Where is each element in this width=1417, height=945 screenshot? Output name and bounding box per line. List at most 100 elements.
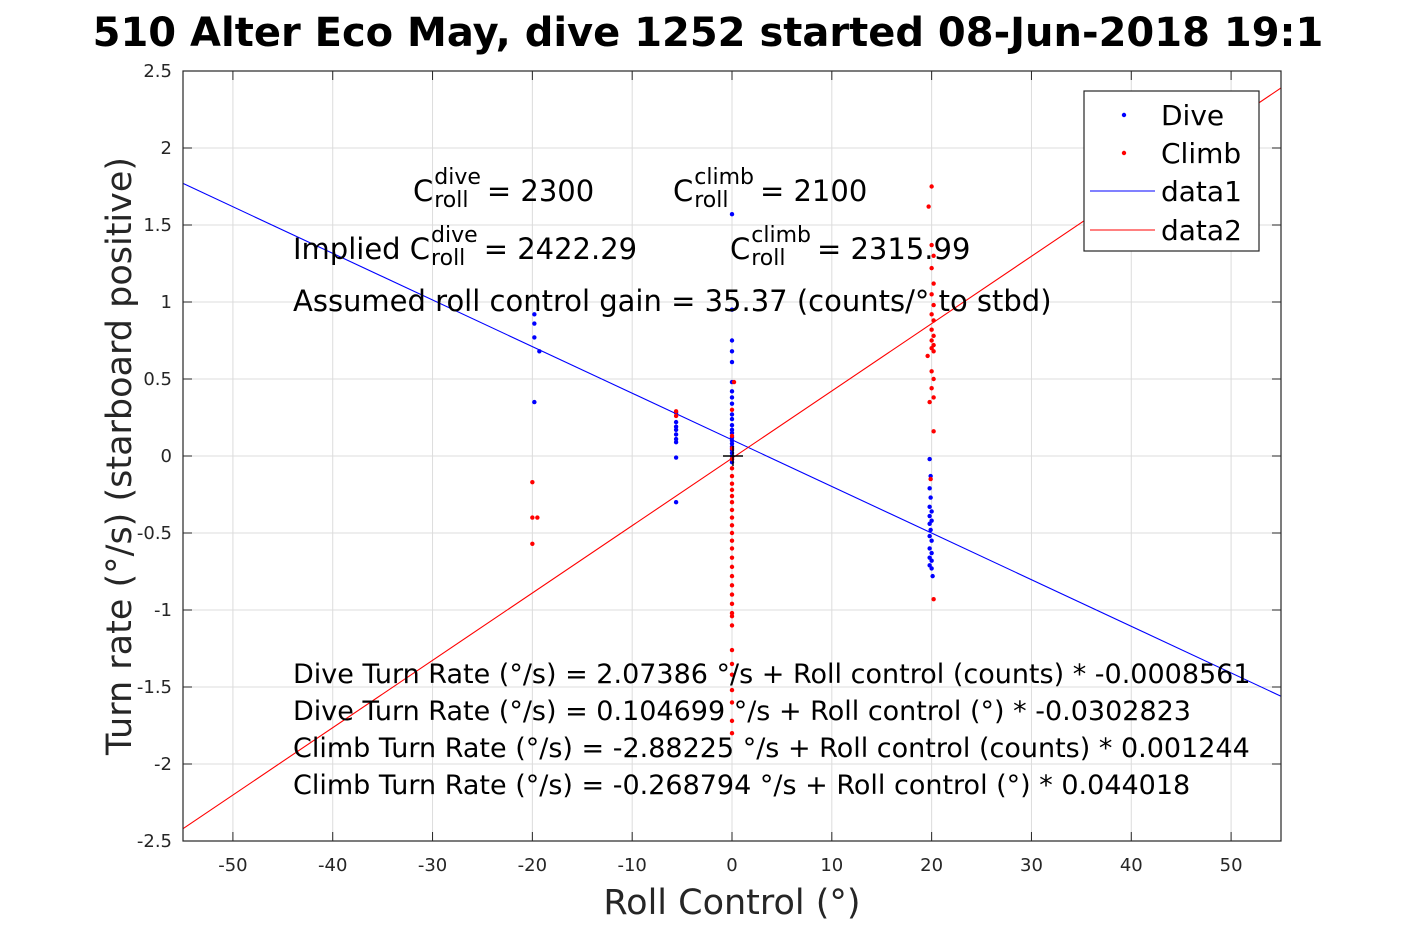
x-tick-label: -10 — [617, 855, 646, 876]
climb-point — [729, 546, 735, 551]
data-points — [530, 184, 936, 736]
c-roll-climb-sub: roll — [694, 188, 729, 214]
y-tick-label: 0.5 — [143, 369, 172, 390]
climb-point — [731, 379, 737, 385]
climb-degrees-equation: Climb Turn Rate (°/s) = -0.268794 °/s + … — [293, 770, 1191, 801]
climb-counts-equation: Climb Turn Rate (°/s) = -2.88225 °/s + R… — [293, 733, 1250, 764]
climb-point — [931, 376, 936, 382]
dive-point — [927, 521, 932, 526]
y-tick-label: 1.5 — [143, 215, 172, 236]
chart-title: 510 Alter Eco May, dive 1252 started 08-… — [93, 10, 1324, 56]
climb-point — [925, 353, 930, 359]
climb-point — [929, 386, 934, 391]
climb-point — [729, 433, 735, 439]
legend-dive-marker — [1121, 112, 1127, 118]
dive-point — [729, 430, 735, 436]
dive-point — [729, 359, 735, 365]
dive-point — [673, 500, 679, 505]
y-axis-label: Turn rate (°/s) (starboard positive) — [100, 157, 140, 756]
climb-point — [729, 700, 735, 705]
climb-point — [729, 583, 735, 588]
climb-point — [729, 573, 735, 579]
dive-point — [729, 423, 735, 428]
climb-point — [929, 292, 934, 297]
dive-point — [729, 395, 735, 400]
origin-marker — [723, 446, 743, 466]
c-roll-dive-value: = 2300 — [486, 174, 595, 209]
climb-point — [729, 473, 735, 479]
legend-data1-label: data1 — [1161, 175, 1242, 208]
dive-point — [729, 349, 735, 354]
y-tick-label: 2 — [161, 138, 172, 159]
dive-point — [930, 573, 935, 579]
implied-climb-sup: climb — [751, 223, 811, 248]
dive-point — [928, 495, 933, 500]
climb-point — [729, 466, 735, 471]
legend-climb-label: Climb — [1161, 137, 1241, 170]
dive-point — [729, 438, 735, 443]
climb-point — [929, 369, 934, 374]
climb-point — [729, 538, 735, 543]
y-tick-label: 1 — [161, 292, 172, 313]
c-roll-dive-base: C — [413, 174, 434, 209]
dive-point — [729, 427, 735, 433]
legend-dive-label: Dive — [1161, 99, 1224, 132]
climb-point — [729, 555, 735, 560]
climb-point — [729, 487, 735, 493]
c-roll-climb-value: = 2100 — [759, 174, 868, 209]
climb-point — [729, 407, 735, 412]
climb-point — [729, 564, 735, 570]
dive-point — [928, 527, 933, 533]
dive-point — [927, 546, 932, 551]
y-tick-label: -2 — [154, 754, 172, 775]
y-tick-label: -0.5 — [137, 523, 172, 544]
legend-climb-marker — [1121, 150, 1127, 156]
climb-point — [530, 541, 535, 546]
climb-point — [729, 623, 735, 628]
climb-point — [929, 338, 934, 343]
climb-point — [926, 204, 931, 209]
x-tick-label: 50 — [1220, 855, 1243, 876]
implied-climb-sub: roll — [751, 246, 786, 272]
climb-point — [931, 281, 936, 286]
climb-point — [931, 318, 936, 323]
dive-point — [929, 509, 934, 514]
climb-point — [729, 610, 735, 616]
x-tick-label: 20 — [920, 855, 943, 876]
dive-point — [537, 349, 542, 354]
climb-point — [729, 731, 735, 736]
x-tick-label: -30 — [418, 855, 447, 876]
x-tick-label: 0 — [726, 855, 737, 876]
legend-box — [1083, 90, 1260, 252]
climb-point — [729, 515, 735, 520]
climb-point — [729, 523, 735, 528]
climb-point — [929, 265, 934, 271]
c-roll-climb-base: C — [673, 174, 694, 209]
climb-point — [729, 530, 735, 536]
dive-point — [729, 389, 735, 394]
dive-point — [929, 566, 934, 571]
dive-point — [929, 538, 934, 543]
climb-point — [929, 327, 934, 332]
dive-point — [532, 335, 537, 340]
climb-point — [929, 242, 934, 248]
climb-point — [729, 493, 735, 499]
dive-point — [927, 486, 932, 491]
climb-point — [673, 409, 679, 414]
dive-point — [729, 441, 735, 446]
climb-point — [729, 500, 735, 505]
y-tick-label: -2.5 — [137, 831, 172, 852]
dive-point — [532, 399, 537, 405]
climb-point — [729, 481, 735, 486]
dive-point — [927, 504, 932, 510]
implied-climb-base: C — [730, 232, 751, 267]
dive-point — [928, 473, 933, 479]
dive-point — [673, 432, 679, 437]
dive-point — [729, 416, 735, 422]
x-tick-label: -40 — [318, 855, 347, 876]
dive-counts-equation: Dive Turn Rate (°/s) = 2.07386 °/s + Rol… — [293, 659, 1251, 690]
y-tick-label: 0 — [161, 446, 172, 467]
